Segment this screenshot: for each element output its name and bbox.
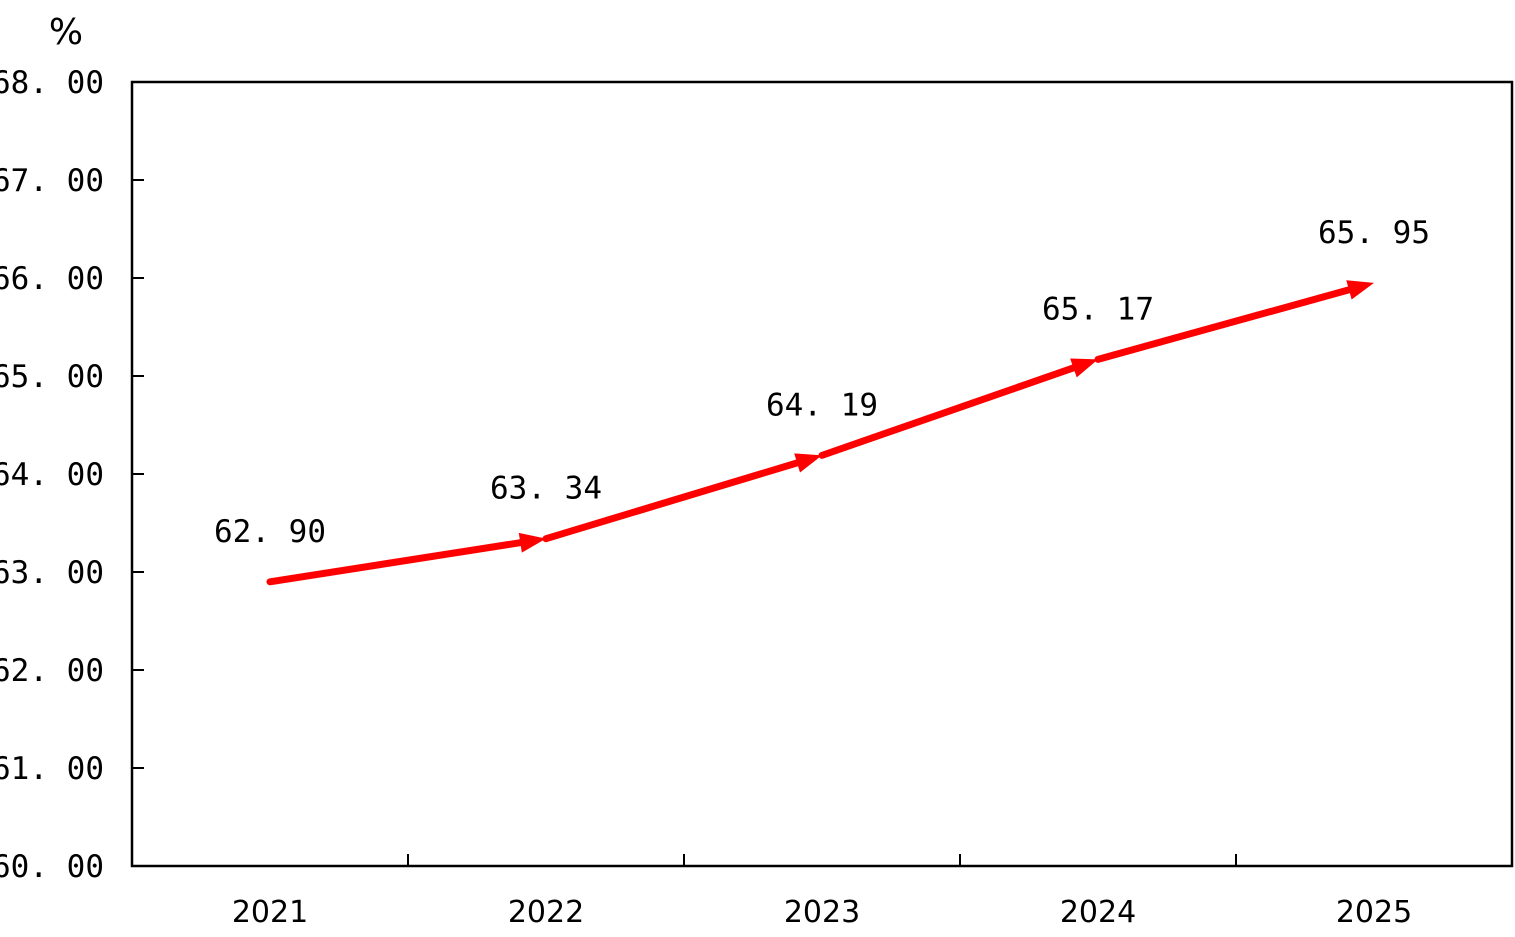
- y-tick-label: 68. 00: [0, 65, 104, 101]
- data-label: 64. 19: [766, 387, 878, 423]
- arrowhead-marker: [1346, 280, 1374, 300]
- plot-frame: [130, 80, 1514, 868]
- x-tick-label: 2024: [1060, 895, 1136, 930]
- data-label: 65. 17: [1042, 291, 1154, 327]
- y-tick-label: 63. 00: [0, 555, 104, 591]
- y-axis-unit-label: %: [49, 12, 83, 53]
- series-line-segment: [818, 363, 1081, 459]
- y-tick-label: 67. 00: [0, 163, 104, 199]
- x-tick-label: 2023: [784, 895, 860, 930]
- data-label: 65. 95: [1318, 215, 1430, 251]
- x-tick-label: 2022: [508, 895, 584, 930]
- series-line-segment: [266, 538, 528, 586]
- y-tick-label: 62. 00: [0, 653, 104, 689]
- series-line-segment: [542, 458, 805, 543]
- arrowhead-marker: [518, 532, 546, 553]
- series-line-segment: [1094, 285, 1357, 363]
- x-tick-label: 2021: [232, 895, 308, 930]
- data-label: 63. 34: [490, 471, 602, 507]
- y-tick-label: 64. 00: [0, 457, 104, 493]
- arrowhead-marker: [1070, 358, 1098, 378]
- y-tick-label: 65. 00: [0, 359, 104, 395]
- arrowhead-marker: [794, 453, 822, 473]
- y-tick-label: 61. 00: [0, 751, 104, 787]
- x-tick-label: 2025: [1336, 895, 1412, 930]
- y-tick-label: 66. 00: [0, 261, 104, 297]
- data-label: 62. 90: [214, 514, 326, 550]
- y-tick-label: 60. 00: [0, 849, 104, 885]
